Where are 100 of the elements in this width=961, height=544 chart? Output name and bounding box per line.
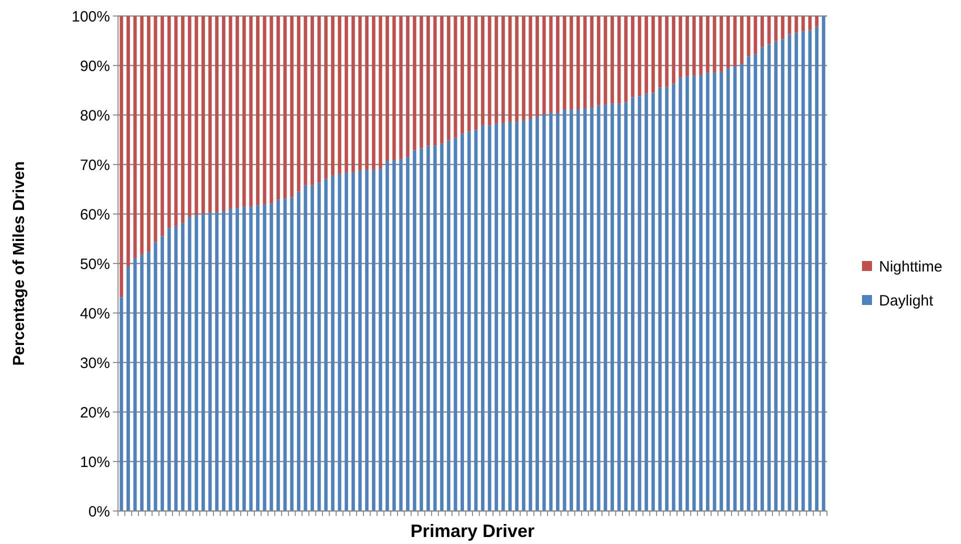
y-tick-label: 80% — [80, 107, 110, 124]
bar — [678, 78, 682, 511]
bar — [726, 68, 730, 511]
y-tick-label: 20% — [80, 404, 110, 422]
bar — [794, 16, 798, 33]
bar — [256, 205, 260, 511]
y-tick-label: 70% — [80, 156, 110, 174]
bar — [140, 254, 144, 511]
bar — [774, 16, 778, 42]
bar — [596, 16, 600, 106]
y-tick-label: 50% — [80, 256, 110, 273]
bar — [631, 16, 634, 98]
bar — [780, 39, 784, 511]
x-axis-title: Primary Driver — [410, 521, 535, 541]
bar — [126, 266, 130, 511]
bar — [528, 16, 532, 119]
bar — [822, 16, 826, 511]
bar — [276, 16, 280, 200]
bar — [140, 16, 144, 255]
bar — [570, 110, 574, 511]
bar — [236, 16, 240, 208]
bar — [296, 192, 300, 511]
bar — [678, 16, 682, 78]
bar — [460, 16, 464, 134]
bar — [651, 16, 655, 93]
bar — [399, 16, 403, 160]
bar — [474, 130, 478, 511]
bar — [440, 144, 444, 511]
bar — [570, 16, 574, 110]
bar — [344, 172, 348, 511]
bar — [324, 16, 328, 179]
bar — [386, 16, 389, 162]
y-tick-label: 30% — [80, 354, 110, 372]
bar — [631, 97, 634, 511]
bar — [726, 16, 730, 68]
bar — [310, 185, 314, 511]
bar — [412, 16, 416, 150]
bar — [801, 16, 805, 32]
y-tick-label: 90% — [80, 58, 110, 75]
bar — [699, 16, 703, 75]
bar — [549, 113, 553, 511]
bar — [740, 64, 744, 511]
bar — [528, 118, 532, 511]
bar — [501, 123, 505, 511]
bar — [672, 16, 676, 84]
bar — [420, 148, 424, 511]
bar — [167, 16, 171, 228]
bar — [420, 16, 424, 148]
bar — [290, 16, 294, 198]
bar — [474, 16, 478, 130]
bar — [215, 16, 219, 212]
bar — [536, 16, 539, 116]
bar — [276, 200, 280, 511]
bar — [242, 16, 246, 207]
bar — [317, 16, 321, 183]
bar — [222, 16, 226, 212]
bar — [780, 16, 784, 40]
bar — [386, 161, 389, 511]
bar — [181, 16, 184, 223]
bar — [604, 104, 608, 511]
bar — [331, 16, 334, 176]
bar — [249, 206, 253, 511]
bar — [167, 228, 171, 511]
bar — [181, 222, 184, 511]
bar — [481, 16, 484, 126]
bar — [467, 131, 471, 511]
bar — [604, 16, 608, 105]
bar — [542, 114, 546, 511]
bar — [146, 252, 150, 511]
bar — [440, 16, 444, 144]
bar — [317, 182, 321, 511]
bar — [160, 16, 164, 236]
bar — [515, 122, 519, 511]
bar — [610, 104, 614, 511]
bar — [412, 150, 416, 511]
bar — [774, 41, 778, 511]
legend-label: Nighttime — [879, 258, 942, 276]
bar — [146, 16, 150, 252]
bar — [686, 16, 689, 76]
bar — [296, 16, 300, 192]
bar — [801, 31, 805, 511]
bar — [256, 16, 260, 206]
bar — [392, 160, 396, 511]
bar — [406, 157, 410, 511]
y-tick-label: 100% — [72, 8, 110, 26]
bar — [754, 54, 758, 511]
bar — [644, 94, 648, 511]
bar — [590, 108, 594, 511]
bar — [692, 76, 696, 511]
bar — [746, 16, 750, 56]
legend-label: Daylight — [879, 292, 934, 310]
bar — [202, 214, 205, 511]
bar — [720, 16, 724, 72]
bar — [338, 16, 342, 174]
y-tick-label: 10% — [80, 454, 110, 471]
bar — [494, 16, 498, 124]
bar — [467, 16, 471, 132]
bar — [665, 86, 668, 511]
bar — [126, 16, 130, 266]
bar — [460, 134, 464, 511]
